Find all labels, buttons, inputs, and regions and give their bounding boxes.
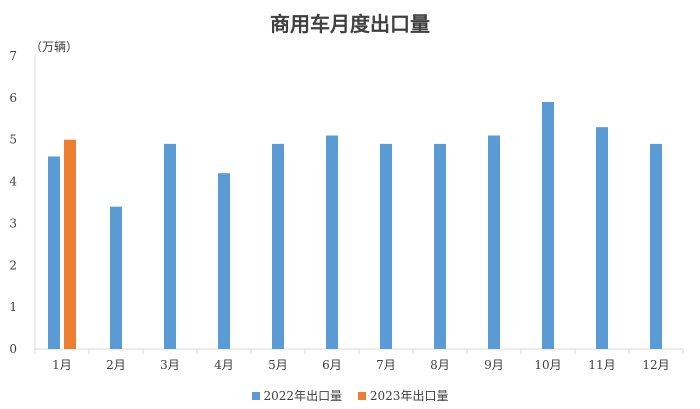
bar-2022-5 (272, 143, 284, 349)
y-tick-label: 6 (9, 91, 17, 105)
legend-item-2023: 2023年出口量 (357, 387, 449, 404)
x-tick-label: 7月 (376, 358, 396, 372)
y-tick-label: 5 (9, 133, 17, 147)
y-tick-label: 0 (9, 342, 17, 356)
x-tick-label: 9月 (484, 358, 504, 372)
bar-2022-3 (164, 143, 176, 349)
bar-2022-2 (110, 206, 122, 349)
legend-swatch-2023 (357, 391, 366, 400)
legend-item-2022: 2022年出口量 (251, 387, 343, 404)
x-tick-label: 3月 (160, 358, 180, 372)
bar-2022-6 (326, 135, 338, 349)
x-tick-label: 8月 (430, 358, 450, 372)
x-tick-label: 4月 (214, 358, 234, 372)
bar-2022-9 (488, 135, 500, 349)
x-tick-label: 2月 (106, 358, 126, 372)
y-axis-unit-label: （万辆） (30, 40, 79, 54)
legend-label-2023: 2023年出口量 (369, 389, 449, 403)
bar-2022-12 (650, 143, 662, 349)
y-tick-label: 2 (9, 258, 17, 272)
x-tick-label: 12月 (642, 358, 669, 372)
legend-swatch-2022 (251, 391, 260, 400)
legend-label-2022: 2022年出口量 (263, 389, 343, 403)
y-tick-label: 7 (9, 49, 17, 63)
bar-2022-8 (434, 143, 446, 349)
x-tick-label: 10月 (534, 358, 561, 372)
bar-2022-11 (596, 127, 608, 350)
bar-2023-1 (64, 139, 76, 349)
bar-2022-1 (48, 156, 60, 349)
bar-2022-10 (542, 102, 554, 350)
x-tick-label: 6月 (322, 358, 342, 372)
y-tick-label: 4 (9, 175, 17, 189)
legend: 2022年出口量 2023年出口量 (0, 387, 700, 404)
x-tick-label: 11月 (588, 358, 615, 372)
y-tick-label: 3 (9, 216, 17, 230)
bar-2022-4 (218, 173, 230, 349)
bar-2022-7 (380, 143, 392, 349)
y-tick-label: 1 (9, 300, 17, 314)
x-tick-label: 5月 (268, 358, 288, 372)
chart-title: 商用车月度出口量 (270, 12, 430, 36)
x-tick-label: 1月 (52, 358, 72, 372)
